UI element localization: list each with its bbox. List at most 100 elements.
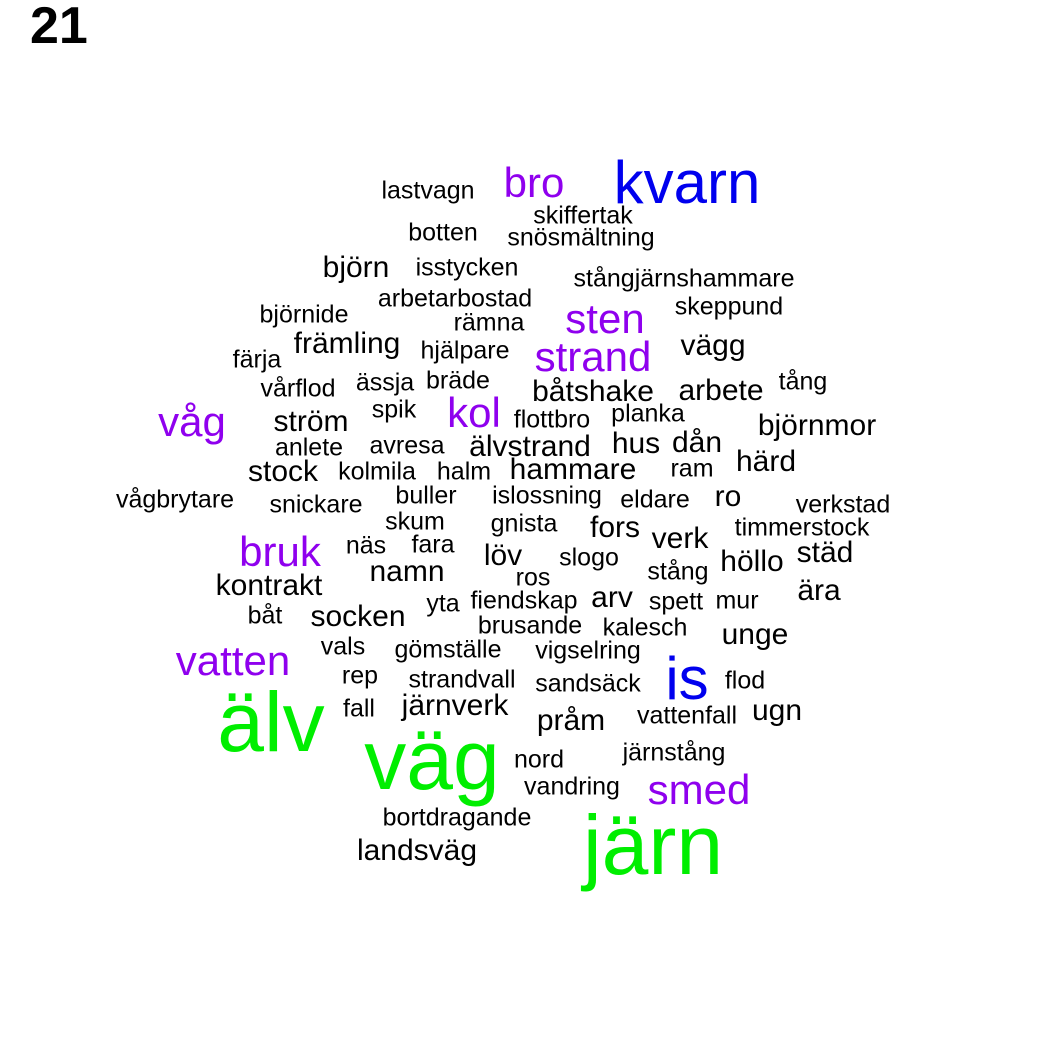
cloud-word: ässja [355, 368, 415, 397]
cloud-word: bruk [239, 528, 321, 575]
cloud-word: sandsäck [535, 669, 641, 698]
cloud-word: kalesch [602, 613, 688, 642]
cloud-word: väg [364, 713, 500, 807]
cloud-word: bortdragande [382, 803, 532, 832]
cloud-word: fara [411, 530, 455, 559]
cloud-word: hjälpare [420, 336, 510, 365]
cloud-word: löv [483, 539, 523, 572]
cloud-word: anlete [274, 433, 344, 462]
cloud-word: fiendskap [470, 586, 578, 615]
cloud-word: skiffertak [533, 201, 633, 230]
cloud-word: arbetarbostad [377, 284, 533, 313]
cloud-word: stång [647, 557, 709, 586]
cloud-word: arbete [678, 374, 764, 407]
cloud-word: vårflod [260, 374, 336, 403]
cloud-word: järn [582, 798, 724, 892]
cloud-word: järnverk [401, 689, 509, 722]
cloud-word: rämna [453, 308, 525, 337]
cloud-word: snösmältning [507, 223, 655, 252]
cloud-word: skeppund [674, 292, 784, 321]
cloud-word: vägg [680, 329, 746, 362]
cloud-word: vattenfall [636, 701, 738, 730]
cloud-word: vatten [175, 637, 291, 684]
cloud-word: tång [778, 367, 828, 396]
cloud-word: smed [647, 766, 751, 813]
cloud-word: arv [591, 581, 633, 614]
cloud-word: strand [534, 333, 652, 380]
cloud-word: ära [797, 574, 841, 607]
cloud-word: yta [426, 589, 460, 618]
cloud-word: rep [341, 661, 379, 690]
cloud-word: timmerstock [734, 513, 870, 542]
cloud-word: gnista [490, 509, 558, 538]
cloud-word: islossning [492, 481, 602, 510]
cloud-word: järnstång [622, 738, 726, 767]
cloud-word: verkstad [795, 490, 891, 519]
cloud-word: båt [247, 601, 283, 630]
cloud-word: vigselring [535, 636, 641, 665]
cloud-word: bräde [426, 366, 490, 395]
cloud-word: städ [796, 536, 854, 569]
cloud-word: dån [671, 426, 723, 459]
cloud-word: brusande [477, 611, 583, 640]
cloud-word: kvarn [613, 149, 761, 216]
cloud-word: spik [371, 395, 417, 424]
cloud-word: älvstrand [469, 430, 591, 463]
cloud-word: näs [345, 531, 387, 560]
cloud-word: båtshake [532, 375, 654, 408]
cloud-word: planka [611, 399, 685, 428]
cloud-word: ugn [751, 694, 803, 727]
cloud-word: slogo [559, 543, 619, 572]
cloud-word: sten [565, 295, 645, 342]
cloud-word: ros [515, 563, 551, 592]
cloud-word: ram [670, 454, 714, 483]
cloud-word: stock [247, 455, 319, 488]
cloud-word: unge [721, 618, 789, 651]
cloud-word: våg [158, 398, 226, 445]
cloud-word: verk [651, 522, 709, 555]
cloud-word: fors [589, 511, 641, 544]
cloud-word: vals [320, 632, 366, 661]
cloud-word: älv [217, 675, 325, 769]
cloud-word: bro [503, 159, 565, 206]
cloud-word: pråm [536, 704, 606, 737]
cloud-word: vågbrytare [115, 485, 235, 514]
cloud-word: spett [648, 587, 704, 616]
cloud-word: höllo [720, 545, 784, 578]
cloud-word: flottbro [513, 405, 591, 434]
page-number-label: 21 [30, 0, 88, 55]
cloud-word: isstycken [415, 253, 519, 282]
cloud-word: kolmila [338, 457, 416, 486]
cloud-word: socken [310, 600, 406, 633]
cloud-word: avresa [369, 431, 445, 460]
cloud-word: is [665, 645, 709, 712]
cloud-word: buller [395, 481, 457, 510]
cloud-word: snickare [269, 490, 363, 519]
cloud-word: flod [724, 666, 766, 695]
cloud-word: ro [714, 480, 742, 513]
cloud-word: fall [343, 694, 375, 723]
cloud-word: mur [715, 586, 759, 615]
cloud-word: namn [369, 555, 445, 588]
cloud-word: björnmor [757, 409, 877, 442]
cloud-word: björnide [259, 300, 349, 329]
cloud-word: vandring [524, 772, 620, 801]
cloud-word: kontrakt [215, 569, 323, 602]
cloud-word: lastvagn [381, 176, 475, 205]
cloud-word: färja [232, 345, 282, 374]
cloud-word: eldare [620, 485, 690, 514]
cloud-word: hus [611, 427, 661, 460]
cloud-word: nord [513, 745, 565, 774]
cloud-word: halm [436, 457, 492, 486]
cloud-word: stångjärnshammare [573, 264, 795, 293]
cloud-word: strandvall [408, 665, 516, 694]
cloud-word: gömställe [394, 635, 502, 664]
cloud-word: landsväg [356, 834, 478, 867]
cloud-word: främling [293, 327, 401, 360]
cloud-word: ström [273, 405, 349, 438]
cloud-word: skum [385, 507, 445, 536]
cloud-word: björn [322, 251, 390, 284]
cloud-word: botten [408, 218, 478, 247]
cloud-word: kol [447, 389, 501, 436]
